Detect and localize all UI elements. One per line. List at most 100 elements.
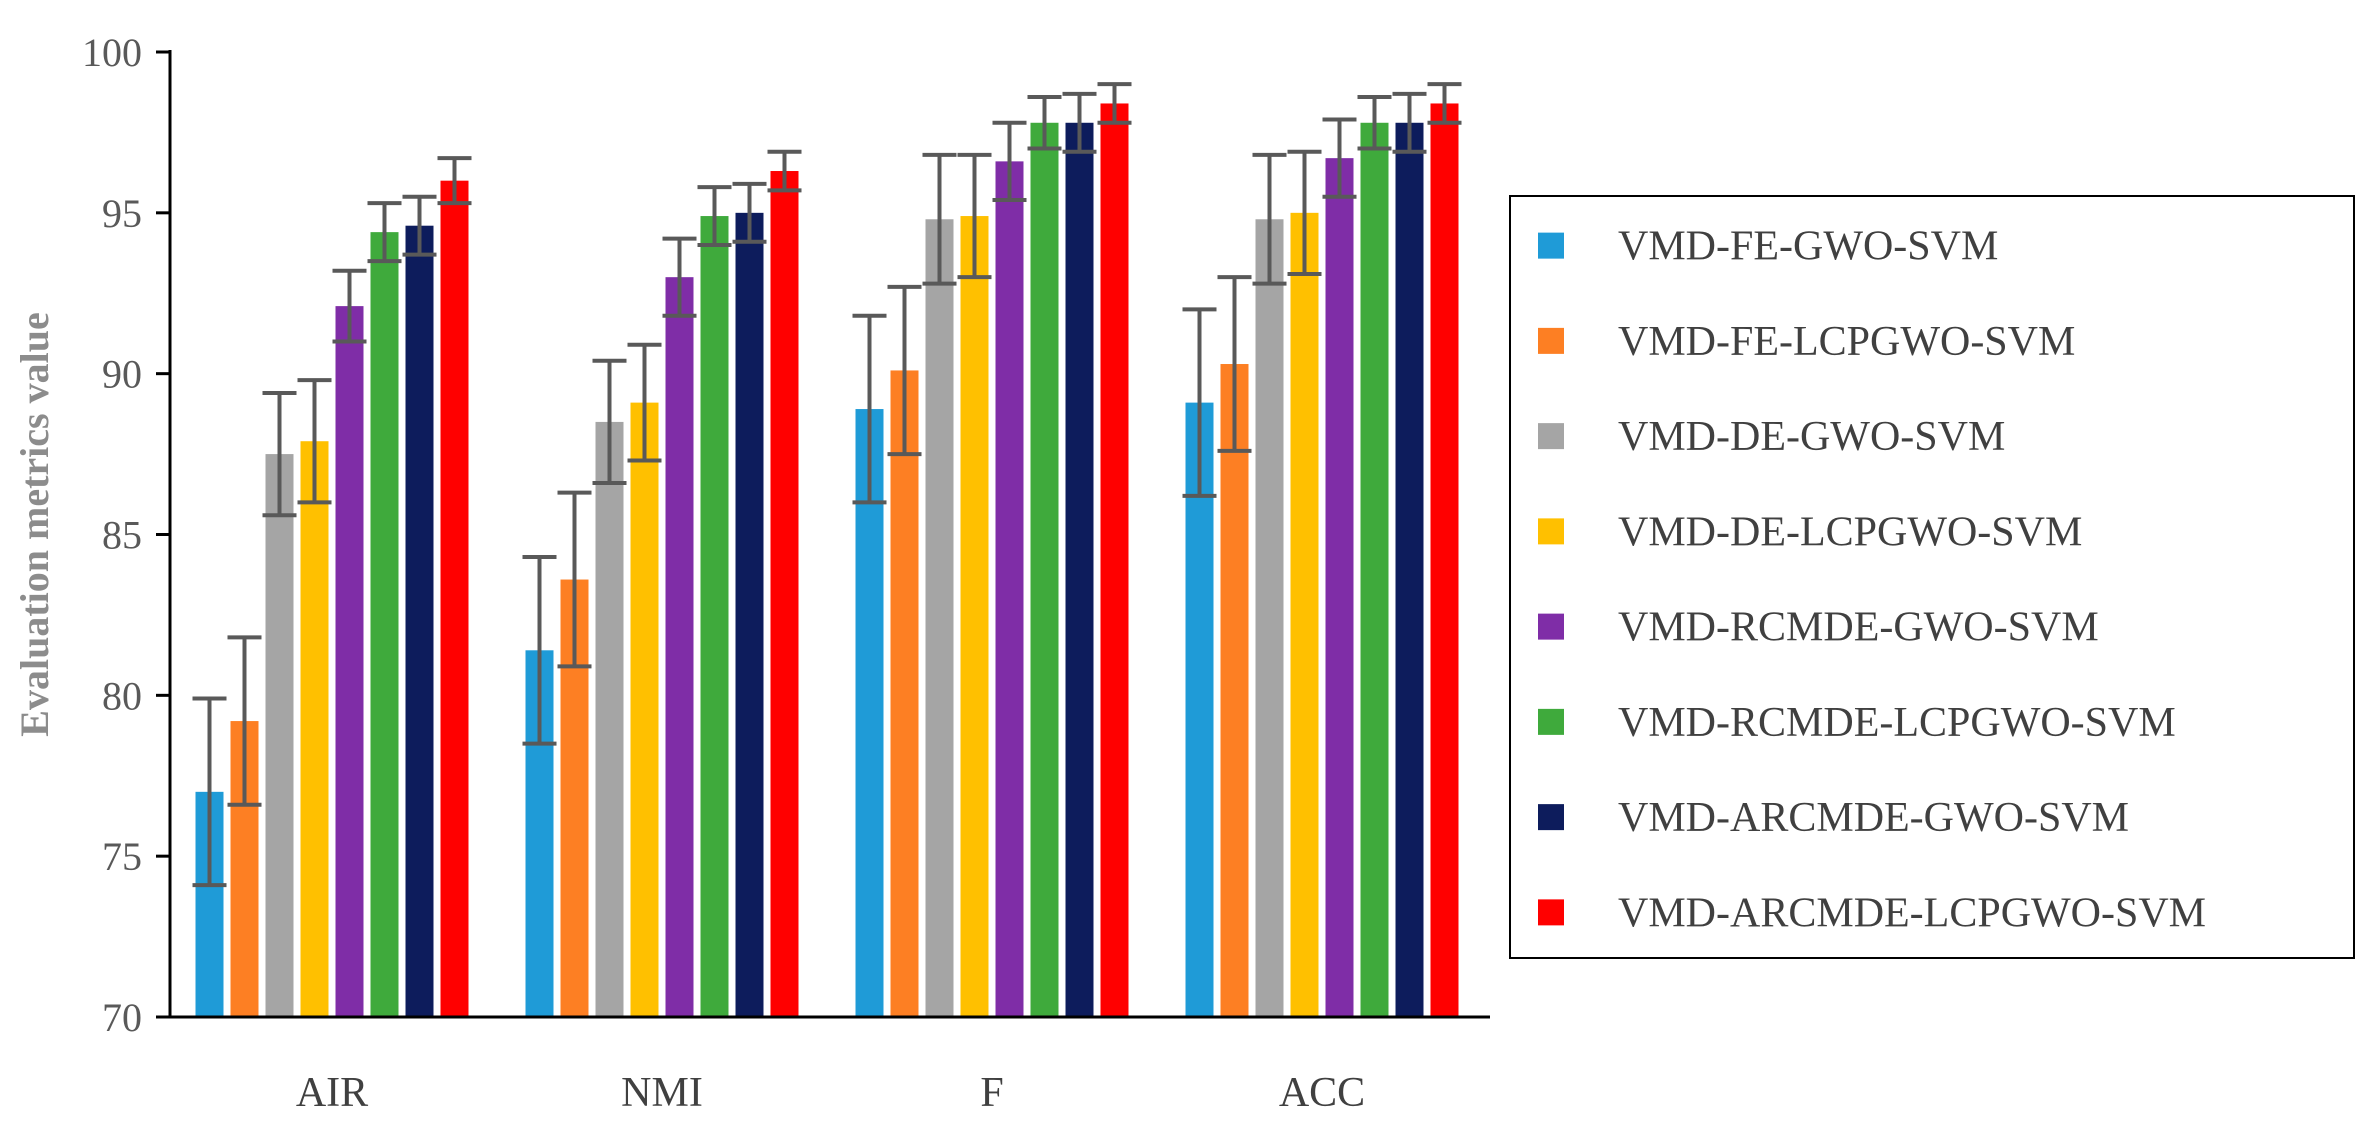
error-bar xyxy=(662,236,697,318)
x-category-label: ACC xyxy=(1279,1070,1365,1116)
error-bar xyxy=(227,635,262,807)
error-bar xyxy=(1062,91,1097,154)
error-bar xyxy=(957,152,992,280)
legend-item: VMD-DE-LCPGWO-SVM xyxy=(1538,509,2082,555)
error-bar xyxy=(697,185,732,247)
error-bar xyxy=(767,149,802,193)
bar xyxy=(595,421,624,1018)
bar xyxy=(925,219,954,1017)
bar xyxy=(1430,103,1459,1017)
error-bar xyxy=(1217,275,1252,453)
category-labels: AIR NMI F ACC xyxy=(296,1070,1365,1116)
bar xyxy=(1290,212,1319,1018)
y-axis-ticks xyxy=(156,50,170,1019)
bar xyxy=(440,180,469,1017)
error-bar xyxy=(852,313,887,505)
error-bar xyxy=(402,194,437,257)
legend-item: VMD-RCMDE-GWO-SVM xyxy=(1538,605,2099,651)
legend-swatch xyxy=(1538,423,1564,450)
error-bar xyxy=(592,358,627,486)
bar xyxy=(1360,122,1389,1018)
legend-label: VMD-DE-LCPGWO-SVM xyxy=(1618,509,2082,555)
bar xyxy=(1030,122,1059,1018)
bar xyxy=(665,277,694,1018)
legend-label: VMD-ARCMDE-GWO-SVM xyxy=(1618,795,2129,841)
legend: VMD-FE-GWO-SVM VMD-FE-LCPGWO-SVM VMD-DE-GW… xyxy=(1509,195,2355,959)
error-bar xyxy=(192,696,227,888)
bar xyxy=(405,225,434,1017)
legend-item: VMD-RCMDE-LCPGWO-SVM xyxy=(1538,700,2176,746)
legend-label: VMD-ARCMDE-LCPGWO-SVM xyxy=(1618,890,2206,936)
y-tick-label: 80 xyxy=(102,673,142,718)
legend-item: VMD-FE-LCPGWO-SVM xyxy=(1538,319,2075,365)
bar xyxy=(370,232,399,1018)
y-axis-title: Evaluation metrics value xyxy=(12,312,57,736)
error-bar xyxy=(1357,95,1392,151)
legend-item: VMD-ARCMDE-LCPGWO-SVM xyxy=(1538,890,2206,936)
bars xyxy=(195,103,1459,1018)
legend-item: VMD-ARCMDE-GWO-SVM xyxy=(1538,795,2129,841)
y-tick-label: 95 xyxy=(102,191,142,236)
error-bar xyxy=(297,378,332,505)
error-bar xyxy=(522,555,557,746)
legend-box xyxy=(1509,195,2355,959)
bar xyxy=(630,402,659,1017)
y-tick-label: 75 xyxy=(102,834,142,879)
legend-label: VMD-DE-GWO-SVM xyxy=(1618,414,2005,460)
error-bar xyxy=(732,181,767,244)
bar xyxy=(1325,158,1354,1017)
bar xyxy=(335,306,364,1017)
bar xyxy=(855,409,884,1017)
error-bars xyxy=(192,82,1462,888)
bar xyxy=(960,216,989,1018)
bar xyxy=(700,216,729,1018)
error-bar xyxy=(262,390,297,518)
error-bar xyxy=(1097,82,1132,125)
legend-swatch xyxy=(1538,232,1564,259)
bar xyxy=(995,161,1024,1017)
bar xyxy=(735,212,764,1018)
legend-swatch xyxy=(1538,804,1564,831)
y-tick-label: 70 xyxy=(102,995,142,1040)
bar xyxy=(1255,219,1284,1017)
error-bar xyxy=(1322,117,1357,199)
bar xyxy=(1100,103,1129,1017)
legend-label: VMD-FE-LCPGWO-SVM xyxy=(1618,319,2075,365)
error-bar xyxy=(627,342,662,463)
error-bar xyxy=(922,152,957,286)
error-bar xyxy=(887,284,922,457)
error-bar xyxy=(557,490,592,669)
legend-swatch xyxy=(1538,899,1564,926)
y-tick-label: 85 xyxy=(102,513,142,558)
bar xyxy=(1395,122,1424,1018)
legend-label: VMD-RCMDE-LCPGWO-SVM xyxy=(1618,700,2176,746)
legend-label: VMD-RCMDE-GWO-SVM xyxy=(1618,605,2099,651)
error-bar xyxy=(1287,149,1322,276)
error-bar xyxy=(1182,307,1217,498)
legend-swatch xyxy=(1538,613,1564,640)
y-tick-label: 100 xyxy=(82,30,142,75)
bar xyxy=(1065,122,1094,1018)
error-bar xyxy=(437,156,472,206)
error-bar xyxy=(367,201,402,264)
bar xyxy=(890,370,919,1017)
bar xyxy=(1185,402,1214,1017)
error-bar xyxy=(1027,95,1062,151)
y-tick-labels: 70 75 80 85 90 95 100 xyxy=(82,30,142,1040)
legend-item: VMD-DE-GWO-SVM xyxy=(1538,414,2005,460)
x-category-label: AIR xyxy=(296,1070,368,1116)
error-bar xyxy=(992,120,1027,202)
legend-swatch xyxy=(1538,327,1564,354)
error-bar xyxy=(1392,91,1427,154)
error-bar xyxy=(1252,152,1287,286)
bar xyxy=(265,454,294,1017)
x-category-label: NMI xyxy=(621,1070,703,1116)
bar xyxy=(300,441,329,1017)
legend-label: VMD-FE-GWO-SVM xyxy=(1618,224,1998,270)
legend-swatch xyxy=(1538,708,1564,735)
y-tick-label: 90 xyxy=(102,352,142,397)
bar xyxy=(1220,364,1249,1017)
legend-item: VMD-FE-GWO-SVM xyxy=(1538,224,1998,270)
error-bar xyxy=(1427,82,1462,125)
